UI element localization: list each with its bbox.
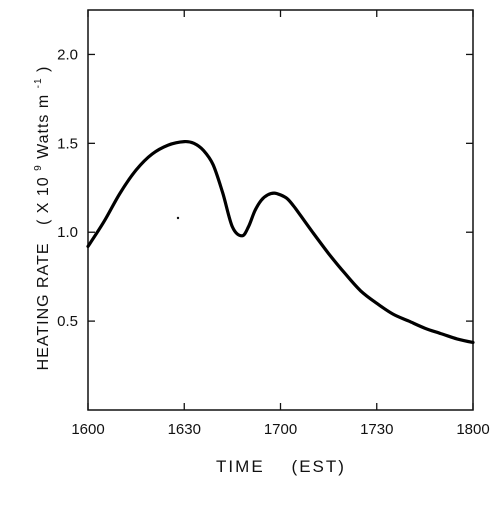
y-axis-units-exp: 9 [33,164,44,171]
y-axis-label: HEATING RATE ( X 10 9 Watts m -1 ) [28,66,52,371]
y-axis-ticks: 0.5 1.0 1.5 2.0 [57,46,473,330]
stray-dot [176,216,180,220]
y-tick-label: 1.0 [57,224,78,241]
x-axis-label: TIME (EST) [216,457,346,476]
x-tick-label: 1700 [264,421,297,438]
plot-frame [87,9,474,411]
y-axis-units-prefix: ( X 10 [35,176,52,225]
y-axis-units-suffix: ) [35,66,52,72]
y-axis-label-group: HEATING RATE ( X 10 9 Watts m -1 ) [28,66,52,371]
x-tick-label: 1730 [360,421,393,438]
x-axis-ticks: 1600 1630 1700 1730 1800 [71,10,490,438]
x-tick-label: 1800 [456,421,489,438]
y-tick-label: 1.5 [57,135,78,152]
x-tick-label: 1630 [168,421,201,438]
y-tick-label: 2.0 [57,46,78,63]
heating-rate-series-line [86,139,475,344]
y-tick-label: 0.5 [57,313,78,330]
y-axis-units-exp2: -1 [33,77,44,88]
y-axis-label-main: HEATING RATE [35,242,52,370]
x-tick-label: 1600 [71,421,104,438]
y-axis-units-mid: Watts m [35,94,52,159]
